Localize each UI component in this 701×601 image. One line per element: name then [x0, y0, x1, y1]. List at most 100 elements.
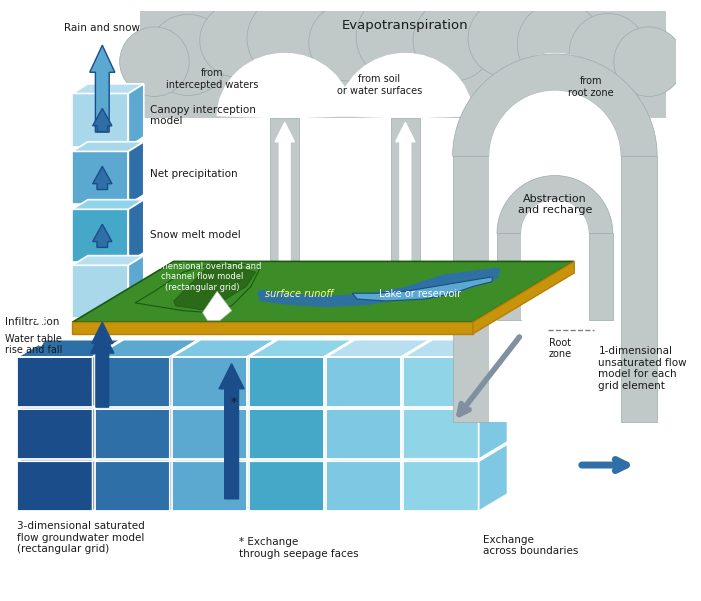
Text: from
root zone: from root zone — [568, 76, 613, 97]
Polygon shape — [247, 444, 276, 511]
Polygon shape — [128, 142, 144, 204]
Text: Water table
rise and fall: Water table rise and fall — [5, 334, 62, 355]
Polygon shape — [403, 392, 508, 409]
Polygon shape — [174, 263, 256, 311]
Text: Abstraction
and recharge: Abstraction and recharge — [518, 194, 592, 215]
Polygon shape — [170, 444, 199, 511]
Polygon shape — [275, 123, 294, 301]
Text: *: * — [231, 396, 237, 409]
Polygon shape — [270, 118, 299, 306]
Polygon shape — [92, 322, 113, 354]
Circle shape — [247, 0, 332, 81]
Polygon shape — [326, 409, 402, 459]
Polygon shape — [402, 444, 430, 511]
Polygon shape — [403, 409, 479, 459]
Text: surface runoff: surface runoff — [265, 289, 333, 299]
Polygon shape — [128, 84, 144, 147]
Polygon shape — [72, 265, 128, 319]
Polygon shape — [249, 357, 325, 407]
Polygon shape — [403, 340, 508, 357]
Polygon shape — [90, 45, 115, 132]
Polygon shape — [93, 224, 112, 248]
Text: from
intercepted waters: from intercepted waters — [166, 69, 259, 90]
Polygon shape — [620, 156, 658, 422]
Polygon shape — [18, 340, 121, 357]
Polygon shape — [403, 357, 479, 407]
Polygon shape — [172, 340, 276, 357]
Polygon shape — [479, 340, 508, 407]
Polygon shape — [72, 151, 128, 204]
Polygon shape — [95, 409, 170, 459]
Polygon shape — [128, 200, 144, 263]
Polygon shape — [140, 11, 666, 118]
Text: 3-dimensional saturated
flow groundwater model
(rectangular grid): 3-dimensional saturated flow groundwater… — [18, 521, 145, 554]
Polygon shape — [72, 94, 128, 147]
Polygon shape — [326, 461, 402, 511]
Polygon shape — [402, 340, 430, 407]
Polygon shape — [403, 461, 479, 511]
Polygon shape — [72, 209, 128, 263]
Circle shape — [356, 0, 445, 81]
Polygon shape — [326, 444, 430, 461]
Polygon shape — [479, 392, 508, 459]
Circle shape — [614, 27, 683, 96]
Polygon shape — [352, 277, 492, 301]
Polygon shape — [72, 261, 574, 322]
Polygon shape — [391, 118, 420, 306]
Text: Canopy interception
model: Canopy interception model — [149, 105, 255, 126]
Polygon shape — [172, 392, 276, 409]
Polygon shape — [249, 409, 325, 459]
Polygon shape — [172, 409, 247, 459]
Polygon shape — [95, 340, 199, 357]
Text: Root
zone: Root zone — [548, 338, 571, 359]
Polygon shape — [497, 233, 521, 320]
Circle shape — [148, 14, 229, 96]
Circle shape — [309, 4, 386, 81]
Circle shape — [200, 4, 273, 77]
Polygon shape — [249, 392, 353, 409]
Polygon shape — [325, 444, 353, 511]
Text: Snow melt model: Snow melt model — [149, 230, 240, 240]
Polygon shape — [497, 175, 613, 233]
Polygon shape — [172, 461, 247, 511]
Polygon shape — [326, 340, 430, 357]
Polygon shape — [95, 392, 199, 409]
Circle shape — [468, 0, 545, 77]
Polygon shape — [72, 84, 144, 94]
Text: Rain and snow: Rain and snow — [64, 23, 140, 32]
Polygon shape — [326, 392, 430, 409]
Polygon shape — [135, 261, 261, 313]
Polygon shape — [18, 409, 93, 459]
Text: Exchange
across boundaries: Exchange across boundaries — [482, 534, 578, 556]
Polygon shape — [489, 91, 620, 156]
Polygon shape — [325, 392, 353, 459]
Circle shape — [517, 2, 602, 87]
Polygon shape — [95, 444, 199, 461]
Polygon shape — [172, 444, 276, 461]
Polygon shape — [93, 392, 121, 459]
Text: * Exchange
through seepage faces: * Exchange through seepage faces — [239, 537, 359, 559]
Polygon shape — [170, 340, 199, 407]
Polygon shape — [18, 392, 121, 409]
Polygon shape — [473, 261, 574, 334]
Polygon shape — [589, 233, 613, 320]
Text: 2 dimensional overland and
channel flow model
(rectangular grid): 2 dimensional overland and channel flow … — [144, 262, 261, 291]
Polygon shape — [479, 444, 508, 511]
Polygon shape — [72, 142, 144, 151]
Text: Infiltration: Infiltration — [5, 317, 59, 327]
Text: from soil
or water surfaces: from soil or water surfaces — [336, 74, 422, 96]
Polygon shape — [325, 340, 353, 407]
Polygon shape — [521, 233, 589, 320]
Polygon shape — [402, 392, 430, 459]
Text: Lake or reservoir: Lake or reservoir — [379, 289, 461, 299]
Polygon shape — [72, 200, 144, 209]
Polygon shape — [93, 340, 121, 407]
Text: Evapotranspiration: Evapotranspiration — [342, 19, 469, 32]
Polygon shape — [170, 392, 199, 459]
Polygon shape — [326, 357, 402, 407]
Polygon shape — [203, 291, 231, 320]
Polygon shape — [95, 461, 170, 511]
Polygon shape — [93, 166, 112, 189]
Polygon shape — [93, 108, 112, 132]
Polygon shape — [128, 255, 144, 319]
